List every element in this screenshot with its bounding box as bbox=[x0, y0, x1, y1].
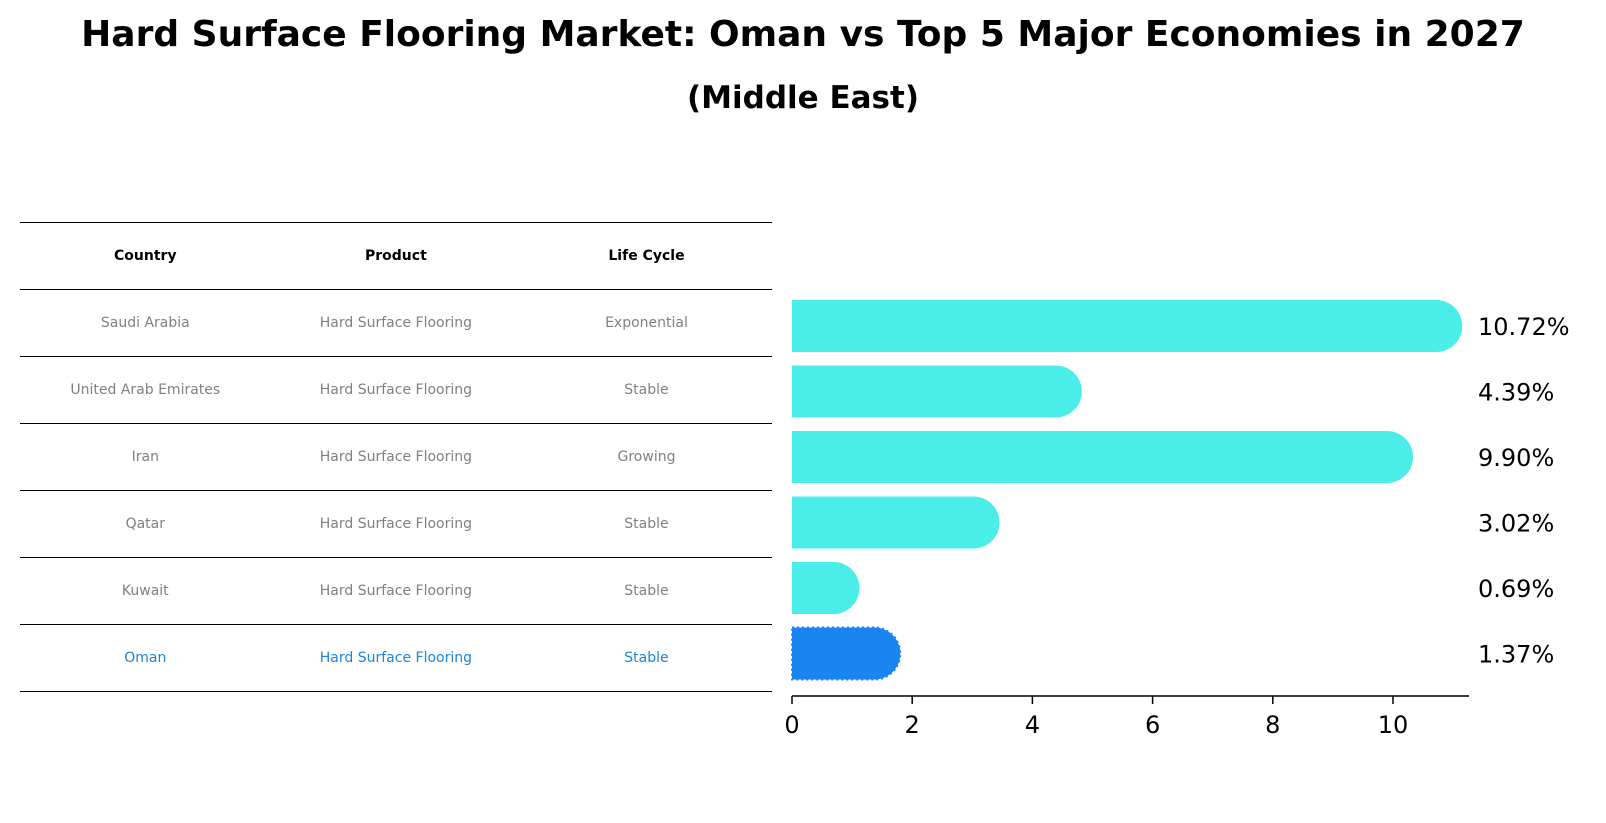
x-tick-label: 6 bbox=[1145, 711, 1160, 739]
bar bbox=[792, 562, 860, 614]
bar-value-label: 10.72% bbox=[1478, 313, 1570, 341]
bar bbox=[792, 365, 1082, 418]
chart-title: Hard Surface Flooring Market: Oman vs To… bbox=[81, 14, 1525, 55]
bar bbox=[792, 431, 1413, 483]
cell-country: Saudi Arabia bbox=[100, 315, 190, 331]
table-header-row: Country Product Life Cycle bbox=[20, 222, 772, 289]
cell-life-cycle: Stable bbox=[624, 382, 669, 398]
header-life-cycle: Life Cycle bbox=[608, 248, 685, 264]
cell-product: Hard Surface Flooring bbox=[319, 650, 472, 666]
cell-product: Hard Surface Flooring bbox=[319, 449, 472, 465]
x-tick-label: 4 bbox=[1025, 711, 1040, 739]
bar-value-label: 3.02% bbox=[1478, 510, 1554, 538]
cell-country: Qatar bbox=[125, 516, 166, 532]
table-row: Kuwait Hard Surface Flooring Stable bbox=[20, 557, 772, 624]
bar-value-label: 0.69% bbox=[1478, 575, 1554, 603]
table-row: Saudi Arabia Hard Surface Flooring Expon… bbox=[20, 289, 772, 356]
cell-country: Kuwait bbox=[121, 583, 169, 599]
header-product: Product bbox=[365, 248, 427, 264]
table-row: Qatar Hard Surface Flooring Stable bbox=[20, 490, 772, 557]
cell-product: Hard Surface Flooring bbox=[319, 516, 472, 532]
cell-life-cycle: Stable bbox=[624, 650, 669, 666]
bar-value-label: 1.37% bbox=[1478, 641, 1554, 669]
cell-life-cycle: Stable bbox=[624, 583, 669, 599]
bar-value-label: 4.39% bbox=[1478, 379, 1554, 407]
country-table: Country Product Life Cycle Saudi Arabia … bbox=[20, 222, 772, 692]
x-tick-label: 10 bbox=[1378, 711, 1409, 739]
cell-product: Hard Surface Flooring bbox=[319, 583, 472, 599]
table-row: Iran Hard Surface Flooring Growing bbox=[20, 423, 772, 490]
bar bbox=[792, 496, 1000, 549]
table-row: United Arab Emirates Hard Surface Floori… bbox=[20, 356, 772, 423]
cell-country: Iran bbox=[131, 449, 159, 465]
cell-product: Hard Surface Flooring bbox=[319, 382, 472, 398]
table-row-highlighted: Oman Hard Surface Flooring Stable bbox=[20, 624, 772, 692]
bar-highlighted bbox=[792, 627, 901, 680]
bar-value-label: 9.90% bbox=[1478, 444, 1554, 472]
cell-life-cycle: Stable bbox=[624, 516, 669, 532]
x-tick-label: 2 bbox=[905, 711, 920, 739]
cell-country: Oman bbox=[124, 650, 167, 666]
x-tick-label: 0 bbox=[784, 711, 799, 739]
cell-life-cycle: Exponential bbox=[605, 315, 688, 331]
cell-product: Hard Surface Flooring bbox=[319, 315, 472, 331]
cell-life-cycle: Growing bbox=[617, 449, 676, 465]
header-country: Country bbox=[114, 248, 177, 264]
bar bbox=[792, 300, 1463, 352]
bar-outline bbox=[791, 626, 902, 681]
chart-subtitle: (Middle East) bbox=[686, 80, 919, 116]
cell-country: United Arab Emirates bbox=[70, 382, 221, 398]
x-tick-label: 8 bbox=[1265, 711, 1280, 739]
